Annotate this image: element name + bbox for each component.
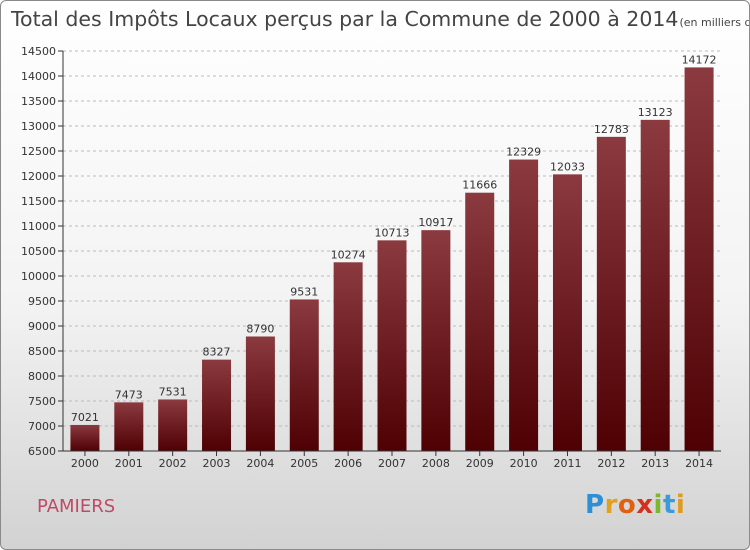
logo-letter: x xyxy=(636,490,654,520)
logo-letter: r xyxy=(604,490,618,520)
x-tick-label: 2002 xyxy=(159,457,187,470)
logo-letter: o xyxy=(617,490,637,520)
bar xyxy=(552,174,582,451)
y-tick-label: 7000 xyxy=(28,420,56,433)
x-tick-label: 2001 xyxy=(115,457,143,470)
bar-value-label: 12033 xyxy=(550,160,585,173)
y-tick-label: 6500 xyxy=(28,445,56,458)
bar xyxy=(640,119,670,451)
y-tick-label: 9000 xyxy=(28,320,56,333)
bar xyxy=(333,262,363,451)
x-tick-label: 2004 xyxy=(246,457,274,470)
x-tick-label: 2013 xyxy=(641,457,669,470)
bar xyxy=(596,136,626,451)
bar-value-label: 7021 xyxy=(71,411,99,424)
bar-value-label: 8790 xyxy=(246,323,274,336)
bar xyxy=(465,192,495,451)
bar-value-label: 12329 xyxy=(506,146,541,159)
bar-value-label: 12783 xyxy=(594,123,629,136)
proxiti-logo: Proxiti xyxy=(585,490,685,520)
bar xyxy=(289,299,319,451)
x-tick-label: 2014 xyxy=(685,457,713,470)
bar-value-label: 8327 xyxy=(203,346,231,359)
bar xyxy=(684,67,714,452)
x-tick-label: 2010 xyxy=(510,457,538,470)
y-tick-label: 14000 xyxy=(21,70,56,83)
bar xyxy=(202,359,232,451)
y-tick-label: 8500 xyxy=(28,345,56,358)
x-tick-label: 2000 xyxy=(71,457,99,470)
x-tick-label: 2008 xyxy=(422,457,450,470)
x-tick-label: 2011 xyxy=(553,457,581,470)
x-tick-label: 2006 xyxy=(334,457,362,470)
y-tick-label: 11000 xyxy=(21,220,56,233)
bar xyxy=(377,240,407,451)
x-tick-label: 2009 xyxy=(466,457,494,470)
y-tick-label: 9500 xyxy=(28,295,56,308)
y-tick-label: 7500 xyxy=(28,395,56,408)
y-tick-label: 13500 xyxy=(21,95,56,108)
x-tick-label: 2012 xyxy=(597,457,625,470)
logo-letter: i xyxy=(675,490,686,520)
y-tick-label: 12500 xyxy=(21,145,56,158)
x-tick-label: 2007 xyxy=(378,457,406,470)
bar xyxy=(114,402,144,451)
chart-title: Total des Impôts Locaux perçus par la Co… xyxy=(11,7,749,31)
bar xyxy=(509,159,539,452)
y-tick-label: 12000 xyxy=(21,170,56,183)
y-tick-label: 14500 xyxy=(21,45,56,58)
y-tick-label: 10500 xyxy=(21,245,56,258)
bar xyxy=(70,424,100,451)
y-tick-label: 13000 xyxy=(21,120,56,133)
bar-value-label: 11666 xyxy=(462,179,497,192)
bar-value-label: 10917 xyxy=(418,216,453,229)
logo-letter: P xyxy=(585,490,605,520)
y-tick-label: 10000 xyxy=(21,270,56,283)
chart-title-main: Total des Impôts Locaux perçus par la Co… xyxy=(11,7,679,31)
bar-value-label: 9531 xyxy=(290,285,318,298)
bar xyxy=(245,336,275,451)
bar-value-label: 14172 xyxy=(682,53,717,66)
y-tick-label: 8000 xyxy=(28,370,56,383)
x-tick-label: 2003 xyxy=(203,457,231,470)
bar-value-label: 10274 xyxy=(331,248,366,261)
bar xyxy=(421,230,451,451)
bar-value-label: 13123 xyxy=(638,106,673,119)
logo-letter: t xyxy=(662,490,676,520)
y-tick-label: 11500 xyxy=(21,195,56,208)
bar-value-label: 10713 xyxy=(375,226,410,239)
commune-label: PAMIERS xyxy=(37,496,116,517)
bar-value-label: 7473 xyxy=(115,388,143,401)
logo-letter: i xyxy=(653,490,663,520)
bar xyxy=(158,399,188,451)
x-tick-label: 2005 xyxy=(290,457,318,470)
chart-subtitle: (en milliers d'€) xyxy=(679,16,749,29)
bar-value-label: 7531 xyxy=(159,385,187,398)
